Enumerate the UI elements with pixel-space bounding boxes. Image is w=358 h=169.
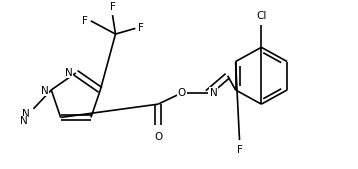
Text: N: N	[65, 68, 73, 78]
Text: N: N	[20, 116, 28, 126]
Text: O: O	[154, 132, 162, 142]
Text: O: O	[178, 88, 186, 98]
Text: N: N	[40, 86, 48, 96]
Text: F: F	[138, 23, 144, 33]
Text: F: F	[82, 16, 88, 26]
Text: F: F	[110, 2, 116, 12]
Text: F: F	[237, 145, 242, 155]
Text: N: N	[210, 88, 218, 98]
Text: Cl: Cl	[256, 11, 267, 21]
Text: N: N	[22, 109, 29, 119]
